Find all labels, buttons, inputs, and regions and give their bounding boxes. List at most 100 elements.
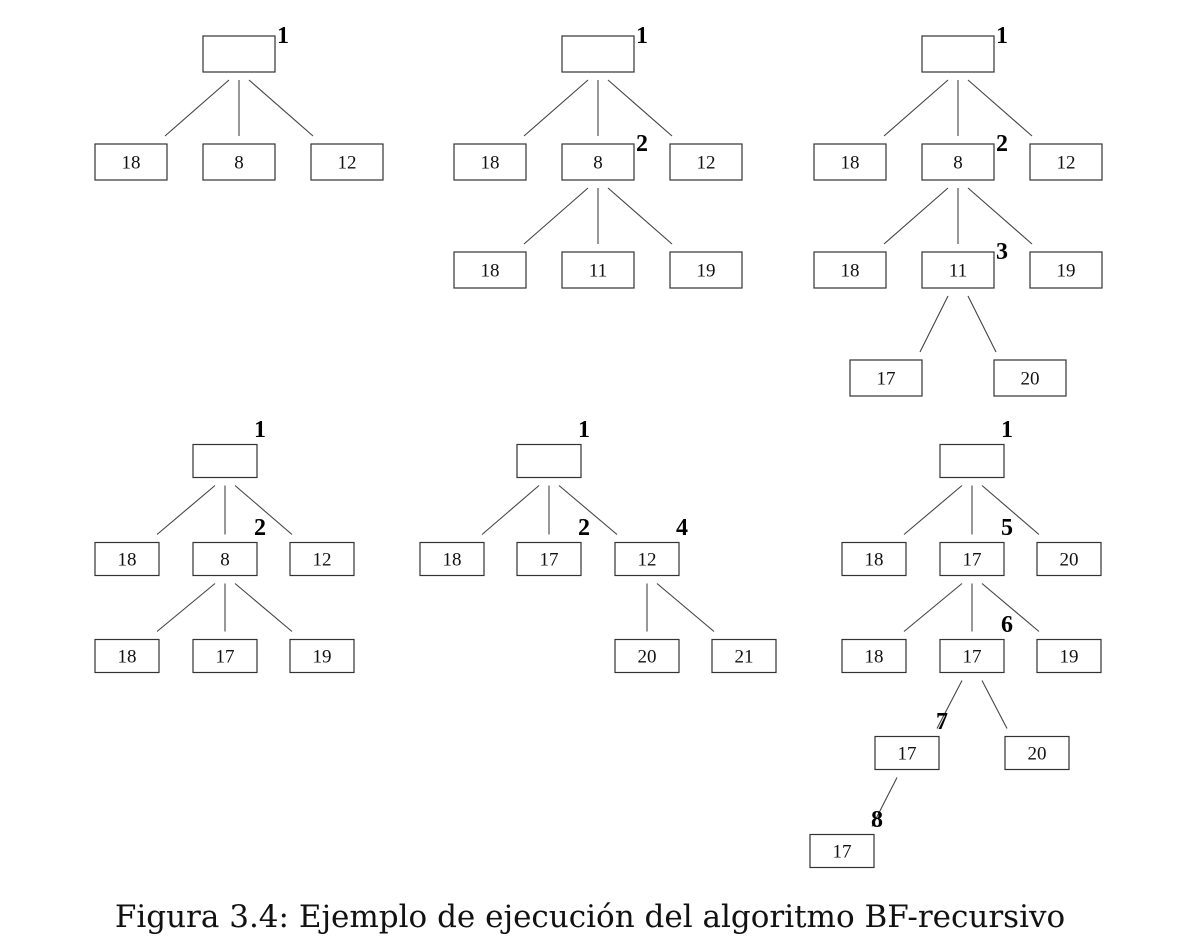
tree-node: 8	[202, 143, 276, 181]
node-box	[561, 143, 635, 181]
tree-edge	[981, 583, 1040, 632]
tree-edge	[164, 79, 230, 137]
tree-node: 18	[94, 638, 160, 674]
node-value-label: 18	[481, 261, 500, 282]
tree-node: 18	[841, 541, 907, 577]
node-value-label: 18	[118, 647, 137, 668]
node-box	[516, 443, 582, 479]
node-box	[921, 35, 995, 73]
node-box	[849, 359, 923, 397]
tree-node: 18	[453, 143, 527, 181]
tree-node: 17 8	[809, 807, 883, 869]
node-box	[809, 833, 875, 869]
node-value-label: 17	[898, 744, 917, 765]
step-number-label: 1	[1001, 417, 1013, 443]
node-value-label: 12	[313, 550, 332, 571]
node-box	[94, 638, 160, 674]
step-number-label: 2	[254, 515, 266, 541]
node-value-label: 18	[443, 550, 462, 571]
step-number-label: 7	[936, 709, 948, 735]
tree-1: 1 18 8 12	[94, 23, 384, 181]
node-box	[874, 735, 940, 771]
tree-root-node: 1	[561, 23, 648, 73]
node-box	[94, 143, 168, 181]
tree-edge	[156, 485, 216, 535]
tree-edge	[871, 777, 898, 827]
tree-root-node: 1	[202, 23, 289, 73]
tree-node: 17 6	[939, 612, 1013, 674]
tree-node: 82	[921, 131, 1008, 181]
tree-node: 12	[310, 143, 384, 181]
tree-edge	[248, 79, 314, 137]
node-value-label: 19	[1057, 261, 1076, 282]
node-value-label: 18	[118, 550, 137, 571]
node-value-label: 17	[877, 369, 896, 390]
node-value-label: 17	[216, 647, 235, 668]
node-box	[939, 638, 1005, 674]
node-box	[516, 541, 582, 577]
tree-edge	[558, 485, 618, 535]
tree-node: 18	[94, 541, 160, 577]
node-box	[921, 251, 995, 289]
node-value-label: 17	[540, 550, 559, 571]
node-box	[192, 541, 258, 577]
node-value-label: 11	[589, 261, 607, 282]
tree-edge	[883, 187, 949, 245]
node-value-label: 12	[1057, 153, 1076, 174]
node-value-label: 18	[841, 153, 860, 174]
figure-caption: Figura 3.4: Ejemplo de ejecución del alg…	[114, 899, 1066, 935]
node-box	[813, 251, 887, 289]
step-number-label: 3	[996, 239, 1008, 265]
step-number-label: 1	[996, 23, 1008, 49]
node-box	[94, 541, 160, 577]
node-value-label: 18	[841, 261, 860, 282]
tree-edge	[919, 295, 949, 353]
tree-edge	[607, 187, 673, 245]
tree-node: 20	[993, 359, 1067, 397]
node-value-label: 8	[593, 153, 603, 174]
tree-node: 17 7	[874, 709, 948, 771]
tree-edge	[234, 583, 293, 632]
node-value-label: 17	[963, 550, 982, 571]
tree-edge	[883, 79, 949, 137]
node-value-label: 20	[1028, 744, 1047, 765]
node-value-label: 20	[638, 647, 657, 668]
node-box	[453, 251, 527, 289]
tree-node: 18	[453, 251, 527, 289]
node-box	[1029, 251, 1103, 289]
tree-node: 17 2	[516, 515, 590, 577]
tree-node: 20	[1036, 541, 1102, 577]
tree-node: 19	[669, 251, 743, 289]
tree-edge	[967, 295, 997, 353]
tree-edge	[967, 79, 1033, 137]
node-box	[921, 143, 995, 181]
node-value-label: 18	[865, 550, 884, 571]
tree-root-node: 1	[516, 417, 590, 479]
node-box	[841, 541, 907, 577]
step-number-label: 6	[1001, 612, 1013, 638]
tree-edge	[981, 485, 1040, 535]
tree-node: 12 4	[614, 515, 688, 577]
tree-edge	[981, 680, 1008, 729]
node-box	[939, 443, 1005, 479]
node-box	[711, 638, 777, 674]
node-value-label: 18	[865, 647, 884, 668]
tree-edge	[607, 79, 673, 137]
step-number-label: 2	[636, 131, 648, 157]
tree-node: 21	[711, 638, 777, 674]
tree-node: 20	[614, 638, 680, 674]
node-box	[669, 251, 743, 289]
node-box	[289, 541, 355, 577]
tree-node: 82	[192, 515, 266, 577]
step-number-label: 2	[578, 515, 590, 541]
tree-edge	[156, 583, 216, 632]
tree-edge	[936, 680, 963, 729]
node-box	[813, 143, 887, 181]
tree-root-node: 1	[192, 417, 266, 479]
node-value-label: 19	[313, 647, 332, 668]
node-box	[1004, 735, 1070, 771]
tree-node: 18	[419, 541, 485, 577]
node-value-label: 12	[638, 550, 657, 571]
